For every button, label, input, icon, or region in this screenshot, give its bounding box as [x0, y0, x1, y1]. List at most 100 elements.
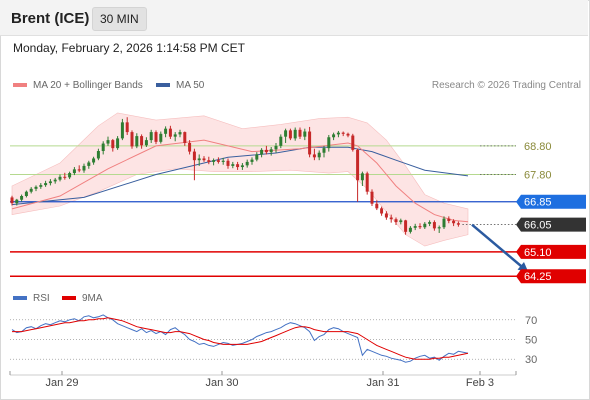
candle-body [346, 133, 350, 136]
ma20-swatch [13, 83, 27, 88]
candle-body [125, 122, 129, 133]
candle-body [255, 154, 259, 160]
support-tag-64.25: 64.25 [516, 269, 586, 284]
candle-body [101, 143, 105, 152]
support-tag-65.10-bg [516, 244, 586, 259]
candle-body [332, 134, 336, 138]
candle-body [106, 140, 110, 144]
candle-body [226, 160, 230, 166]
candle-body [389, 217, 393, 220]
candle-body [202, 158, 206, 161]
candle-body [279, 136, 283, 146]
candle-body [192, 151, 196, 161]
x-tick-label: Feb 3 [466, 377, 494, 389]
pivot-tag: 66.85 [516, 194, 586, 209]
candle-body [68, 173, 72, 178]
candle-body [92, 158, 96, 163]
candle-body [10, 197, 14, 204]
candle-body [399, 220, 403, 223]
candle-body [58, 176, 62, 180]
candle-body [178, 132, 182, 135]
candle-body [140, 136, 144, 146]
pivot-tag-text: 66.85 [524, 197, 552, 209]
pivot-tag-bg [516, 194, 586, 209]
candle-body [240, 165, 244, 168]
candle-body [370, 191, 374, 204]
x-tick-label: Jan 29 [45, 377, 78, 389]
resistance-tag-67.80-text: 67.80 [524, 170, 552, 182]
candle-body [408, 227, 412, 232]
last-price-tag-bg [516, 217, 586, 232]
candle-body [336, 132, 340, 135]
last-price-tag: 66.05 [516, 217, 586, 232]
candle-body [356, 149, 360, 181]
candle-body [130, 132, 134, 147]
candle-body [327, 137, 331, 149]
resistance-tag-67.80: 67.80 [524, 170, 552, 182]
candle-body [116, 138, 120, 149]
candle-body [72, 169, 76, 174]
chart-header: Brent (ICE) 30 MIN [0, 0, 588, 36]
candle-body [53, 179, 57, 182]
candle-body [120, 122, 124, 139]
x-tick-label: Jan 30 [205, 377, 238, 389]
candle-body [341, 132, 345, 134]
candle-body [216, 160, 220, 162]
candle-body [413, 226, 417, 228]
candle-body [375, 203, 379, 209]
interval-button[interactable]: 30 MIN [92, 7, 147, 31]
rsi-tick-50: 50 [525, 335, 537, 347]
candle-body [111, 140, 115, 149]
rsi-ma-line [12, 317, 469, 360]
forecast-arrow-line [471, 223, 530, 274]
candle-body [264, 149, 268, 153]
candle-body [96, 151, 100, 159]
candle-body [24, 191, 28, 196]
candle-body [380, 208, 384, 214]
candle-body [48, 181, 52, 184]
candle-body [303, 131, 307, 137]
copyright-text: Research © 2026 Trading Central [431, 80, 581, 91]
last-price-tag-text: 66.05 [524, 220, 552, 232]
x-tick-label: Jan 31 [366, 377, 399, 389]
candle-body [236, 164, 240, 168]
legend-rsi-ma: 9MA [62, 293, 103, 304]
candle-body [298, 129, 302, 137]
candle-body [288, 130, 292, 139]
resistance-tag-68.80-text: 68.80 [524, 141, 552, 153]
candle-body [312, 154, 316, 158]
candle-body [423, 223, 427, 228]
instrument-title: Brent (ICE) [11, 10, 90, 27]
rsi-swatch [13, 296, 27, 301]
candle-body [63, 176, 67, 178]
candle-body [293, 129, 297, 139]
support-tag-64.25-bg [516, 269, 586, 284]
candle-body [274, 145, 278, 150]
ma20-line [11, 139, 469, 223]
candle-body [183, 132, 187, 143]
candle-body [15, 199, 19, 204]
candle-body [164, 128, 168, 134]
candle-body [428, 222, 432, 224]
candle-body [432, 222, 436, 229]
legend-ma50: MA 50 [156, 80, 204, 91]
candle-body [29, 188, 33, 192]
candle-body [447, 218, 451, 221]
candle-body [365, 173, 369, 192]
candle-body [308, 131, 312, 155]
candle-body [144, 140, 148, 146]
candle-body [44, 183, 48, 186]
rsi-tick-70: 70 [525, 315, 537, 327]
candle-body [77, 169, 81, 171]
candle-body [284, 130, 288, 137]
ma50-label: MA 50 [176, 80, 205, 91]
candle-body [34, 186, 38, 189]
candle-body [384, 213, 388, 218]
candle-body [456, 223, 460, 225]
candle-body [173, 134, 177, 137]
candle-body [87, 162, 91, 166]
candle-body [207, 160, 211, 162]
candle-body [317, 152, 321, 158]
candle-body [149, 132, 153, 141]
candle-body [188, 142, 192, 152]
